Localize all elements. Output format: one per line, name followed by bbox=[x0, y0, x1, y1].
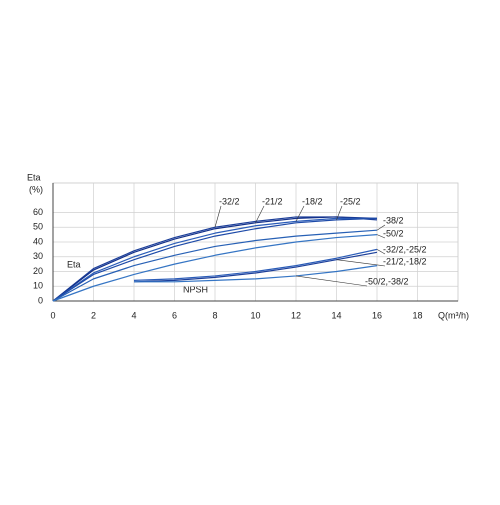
y-tick-label: 30 bbox=[33, 251, 43, 261]
x-axis-label: Q(m³/h) bbox=[438, 310, 469, 320]
series-line bbox=[133, 248, 378, 281]
x-tick-label: 2 bbox=[91, 310, 96, 320]
x-tick-label: 10 bbox=[250, 310, 260, 320]
leader-line bbox=[336, 259, 386, 267]
leader-line bbox=[376, 234, 386, 239]
y-axis-label: Eta bbox=[27, 172, 41, 182]
series-line bbox=[52, 234, 378, 302]
series-label: -50/2 bbox=[383, 228, 404, 238]
x-tick-label: 16 bbox=[372, 310, 382, 320]
y-tick-label: 50 bbox=[33, 222, 43, 232]
x-tick-label: 8 bbox=[212, 310, 217, 320]
y-tick-label: 10 bbox=[33, 281, 43, 291]
series-label: -32/2,-25/2 bbox=[383, 244, 427, 254]
series-label: -38/2 bbox=[383, 215, 404, 225]
series-line bbox=[52, 217, 377, 302]
series-line bbox=[52, 229, 378, 302]
y-axis-unit: (%) bbox=[29, 184, 43, 194]
leader-line bbox=[295, 275, 368, 287]
y-tick-label: 20 bbox=[33, 266, 43, 276]
y-tick-label: 40 bbox=[33, 236, 43, 246]
annotation: NPSH bbox=[183, 284, 208, 294]
series-line bbox=[52, 217, 378, 302]
series-label: -25/2 bbox=[340, 196, 361, 206]
y-tick-label: 0 bbox=[38, 295, 43, 305]
series-line bbox=[52, 216, 378, 302]
leader-line bbox=[255, 205, 265, 223]
leader-line bbox=[295, 205, 305, 222]
x-tick-label: 6 bbox=[172, 310, 177, 320]
leader-line bbox=[214, 205, 222, 228]
leader-line bbox=[376, 224, 386, 231]
y-tick-label: 60 bbox=[33, 207, 43, 217]
series-line bbox=[134, 265, 378, 283]
leader-line bbox=[376, 249, 386, 255]
series-label: -32/2 bbox=[219, 196, 240, 206]
series-label: -21/2,-18/2 bbox=[383, 256, 427, 266]
x-tick-label: 18 bbox=[412, 310, 422, 320]
x-tick-label: 0 bbox=[50, 310, 55, 320]
series-label: -50/2,-38/2 bbox=[365, 276, 409, 286]
x-tick-label: 12 bbox=[291, 310, 301, 320]
series-label: -18/2 bbox=[302, 196, 323, 206]
series-label: -21/2 bbox=[262, 196, 283, 206]
annotation: Eta bbox=[67, 259, 81, 269]
leader-line bbox=[336, 205, 343, 220]
x-tick-label: 14 bbox=[331, 310, 341, 320]
x-tick-label: 4 bbox=[131, 310, 136, 320]
